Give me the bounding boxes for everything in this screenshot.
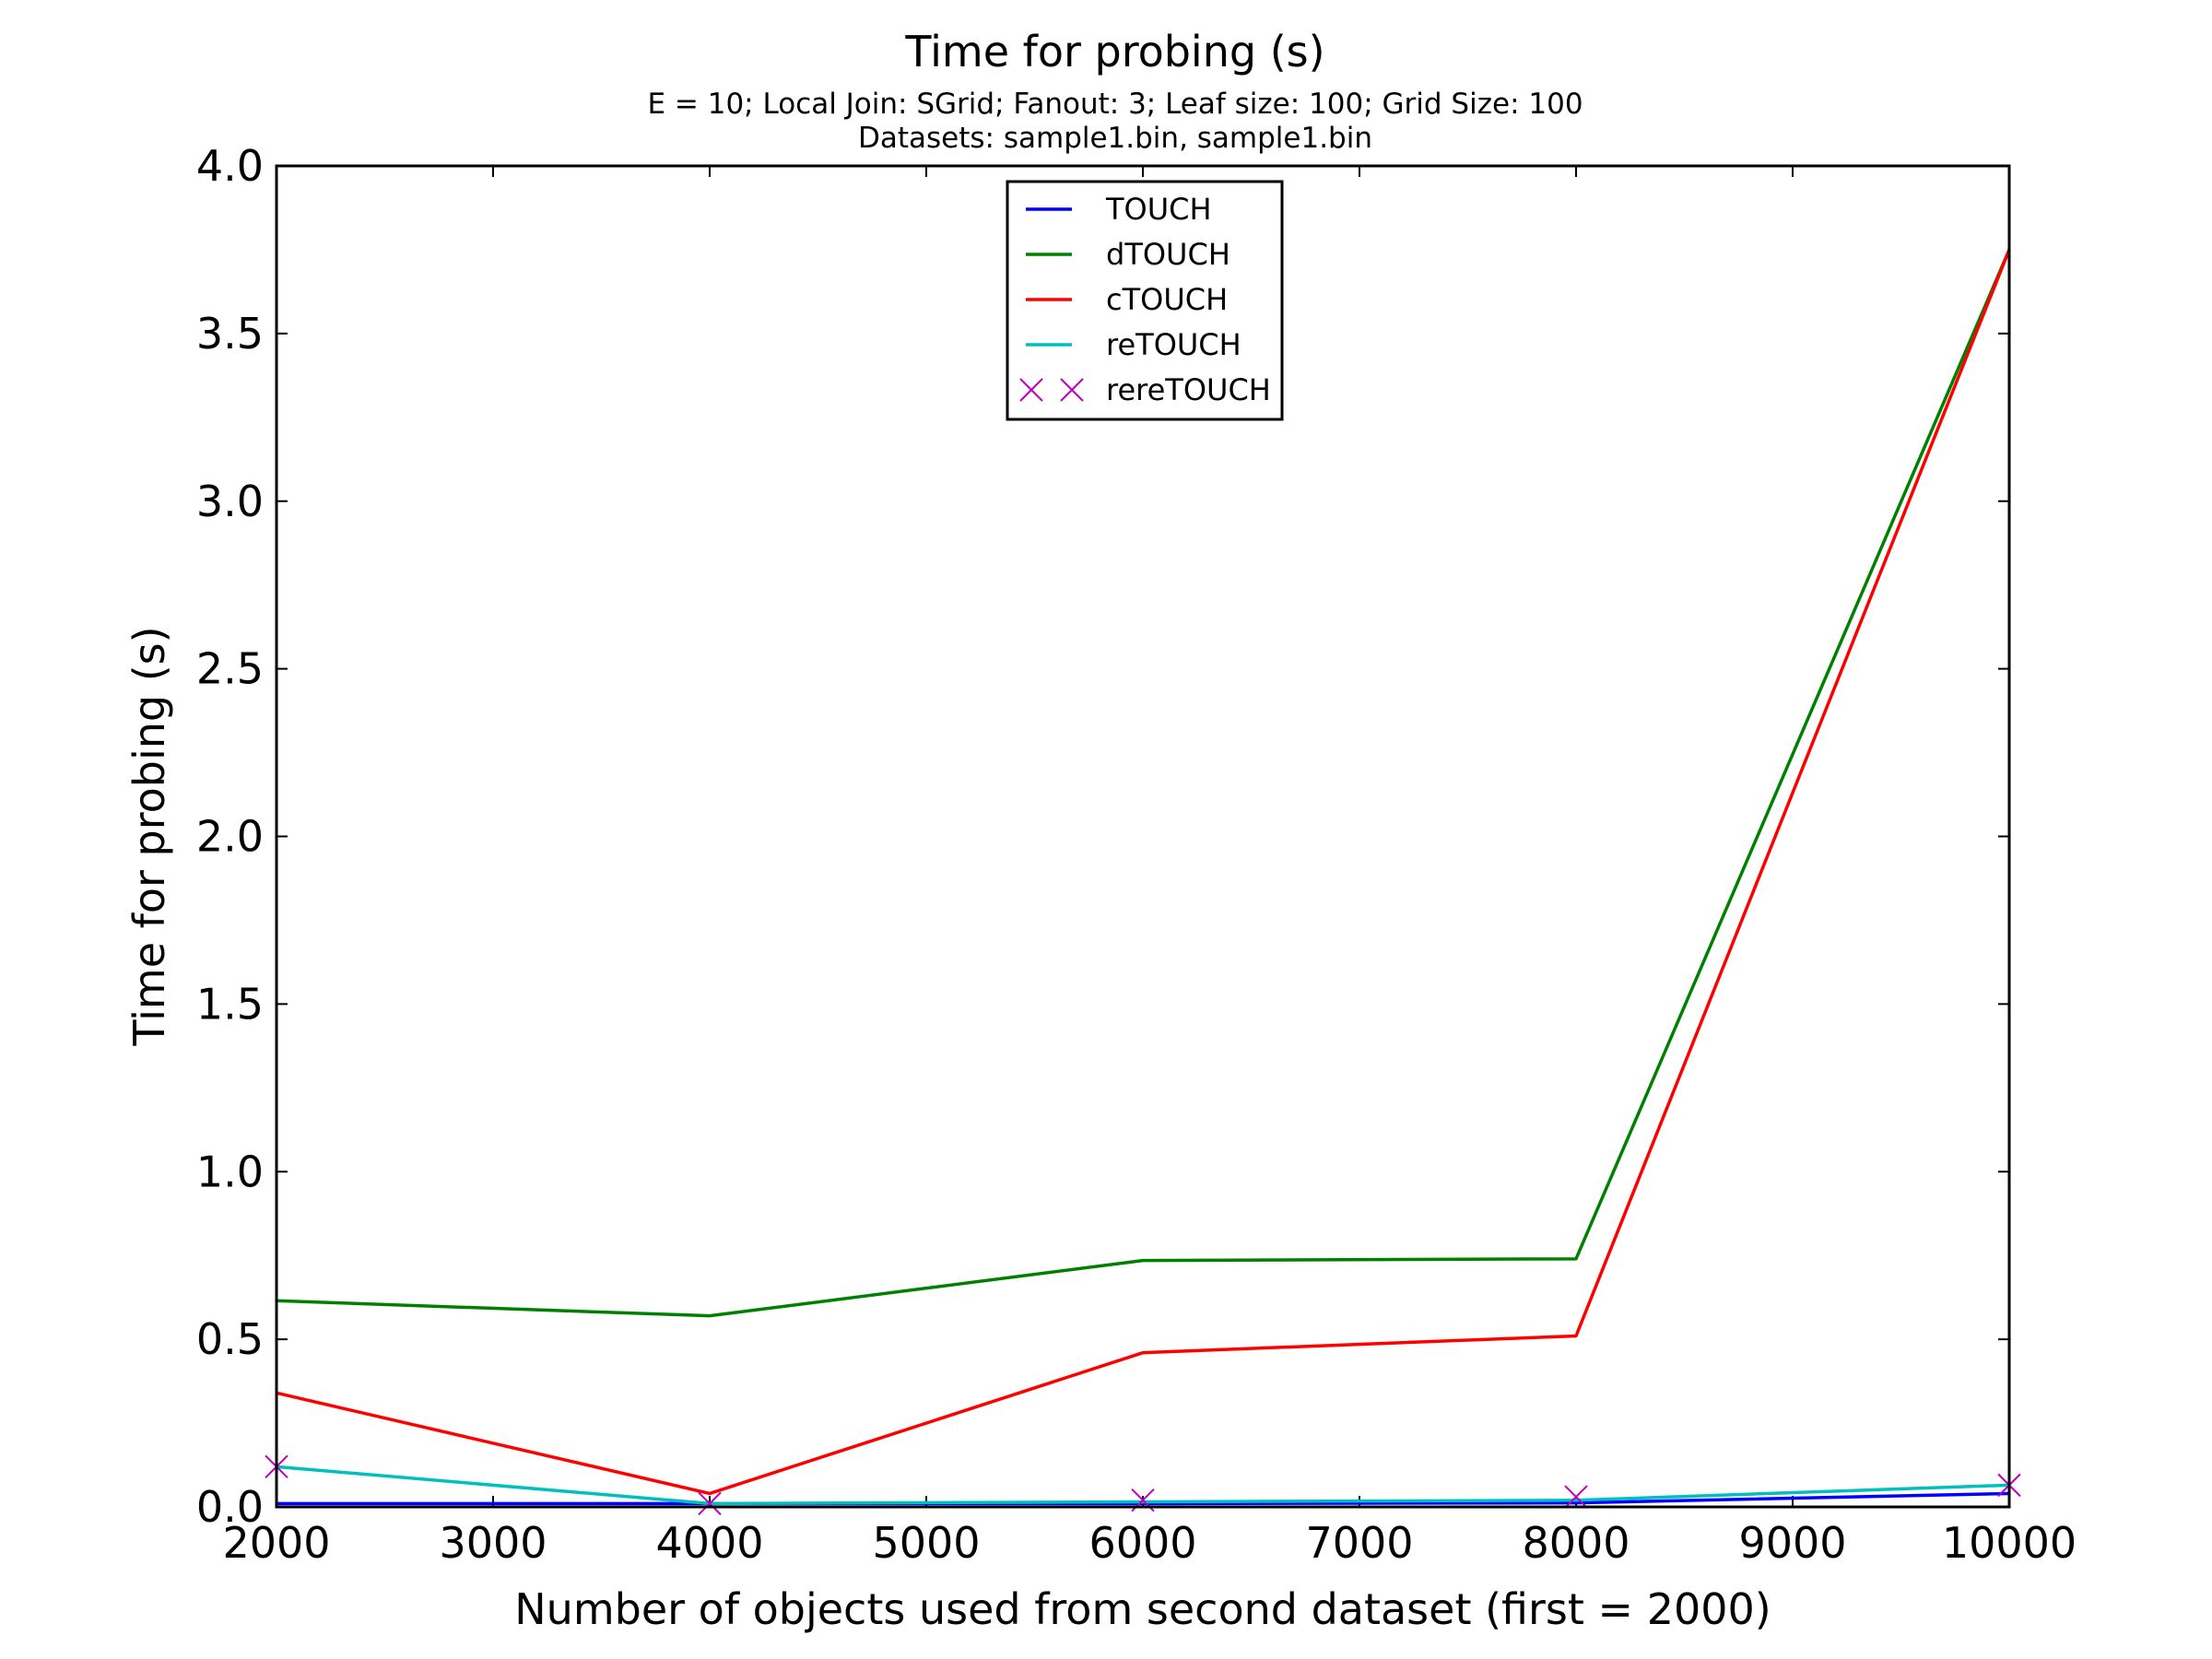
series-line-ctouch: [276, 249, 2011, 1496]
y-tick-label: 2.0: [196, 812, 264, 862]
x-tick-label: 8000: [1522, 1518, 1630, 1568]
y-axis-label: Time for probing (s): [124, 626, 174, 1046]
x-axis-label: Number of objects used from second datas…: [514, 1584, 1771, 1634]
series-line-touch: [276, 1491, 2010, 1506]
chart-subtitle-datasets: Datasets: sample1.bin, sample1.bin: [858, 122, 1372, 155]
chart-title: Time for probing (s): [904, 27, 1324, 76]
x-tick-label: 5000: [872, 1518, 980, 1568]
chart-subtitle: E = 10; Local Join: SGrid; Fanout: 3; Le…: [647, 88, 1583, 121]
x-tick-label: 4000: [655, 1518, 763, 1568]
y-tick-label: 0.0: [196, 1482, 264, 1532]
x-tick-label: 10000: [1942, 1518, 2077, 1568]
x-tick-label: 7000: [1305, 1518, 1413, 1568]
legend-label-retouch: reTOUCH: [1106, 327, 1241, 362]
x-tick-label: 2000: [222, 1518, 330, 1568]
y-tick-label: 2.5: [196, 644, 264, 694]
y-tick-label: 0.5: [196, 1314, 264, 1364]
y-tick-label: 1.5: [196, 979, 264, 1029]
x-axis-ticks: 2000 3000 4000 5000 6000 7000 8000 9000 10000: [222, 166, 2077, 1568]
legend-label-ctouch: cTOUCH: [1106, 282, 1228, 317]
x-tick-label: 9000: [1738, 1518, 1846, 1568]
legend-marker-stroke-b: [1019, 378, 1043, 402]
legend-swatch-reretouch: [1019, 378, 1084, 402]
legend-marker-stroke-b: [1060, 378, 1084, 402]
y-tick-label: 3.0: [196, 477, 264, 526]
plot-series: [265, 249, 2021, 1516]
plot-frame: [275, 164, 2011, 1509]
x-tick-label: 3000: [439, 1518, 547, 1568]
legend-label-dtouch: dTOUCH: [1106, 237, 1230, 272]
marker-stroke-b: [1564, 1485, 1588, 1509]
series-point-reretouch: [1564, 1485, 1588, 1509]
y-axis-ticks: 0.0 0.5 1.0 1.5 2.0 2.5 3.0 3.5 4.0: [196, 141, 2009, 1532]
series-line-retouch: [276, 1465, 2010, 1506]
legend-label-reretouch: rereTOUCH: [1106, 372, 1271, 407]
y-tick-label: 1.0: [196, 1147, 264, 1196]
legend: TOUCH dTOUCH cTOUCH reTOUCH rereTOUCH: [1006, 180, 1284, 421]
series-line-dtouch: [276, 249, 2011, 1318]
marker-stroke-b: [698, 1491, 722, 1516]
legend-label-touch: TOUCH: [1105, 192, 1212, 227]
x-tick-label: 6000: [1088, 1518, 1196, 1568]
y-tick-label: 4.0: [196, 141, 264, 191]
series-point-reretouch: [698, 1491, 722, 1516]
y-tick-label: 3.5: [196, 309, 264, 359]
